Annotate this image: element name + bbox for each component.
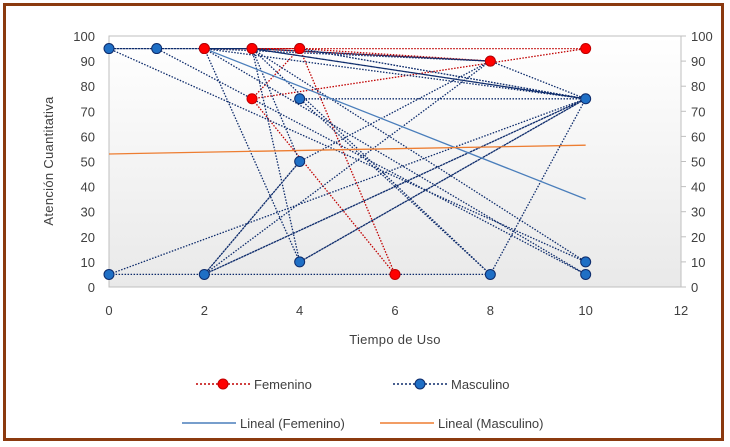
- y2-tick-label: 20: [691, 230, 705, 245]
- trendline-layer: [108, 47, 586, 200]
- y2-tick-label: 50: [691, 155, 705, 170]
- legend-label-lineal-femenino: Lineal (Femenino): [240, 416, 345, 431]
- y-tick-label: 0: [88, 280, 95, 295]
- data-point-masculino: [580, 268, 592, 280]
- data-point-masculino: [103, 268, 115, 280]
- y-tick-label: 90: [81, 54, 95, 69]
- data-point-femenino: [246, 43, 258, 55]
- y-tick-label: 20: [81, 230, 95, 245]
- data-point-masculino: [484, 268, 496, 280]
- legend-marker-masculino: [414, 378, 426, 390]
- data-point-femenino: [484, 55, 496, 67]
- legend-label-femenino: Femenino: [254, 377, 312, 392]
- marker-layer: [103, 43, 592, 280]
- legend-item-lineal-femenino[interactable]: Lineal (Femenino): [182, 416, 345, 431]
- x-tick-label: 6: [391, 303, 398, 318]
- data-point-masculino: [580, 93, 592, 105]
- data-point-femenino: [389, 268, 401, 280]
- y-tick-label: 60: [81, 129, 95, 144]
- legend-item-masculino[interactable]: Masculino: [393, 377, 510, 392]
- data-point-femenino: [580, 43, 592, 55]
- y-tick-label: 30: [81, 205, 95, 220]
- data-point-masculino: [294, 93, 306, 105]
- y-axis-title: Atención Cuantitativa: [41, 96, 56, 226]
- y-tick-label: 40: [81, 180, 95, 195]
- legend-item-lineal-masculino[interactable]: Lineal (Masculino): [380, 416, 544, 431]
- legend-marker-femenino: [217, 378, 229, 390]
- trendline-lineal-masculino: [108, 144, 586, 155]
- legend: Femenino Masculino Lineal (Femenino) Lin…: [182, 377, 544, 431]
- y2-tick-label: 60: [691, 129, 705, 144]
- y2-tick-label: 10: [691, 255, 705, 270]
- legend-label-masculino: Masculino: [451, 377, 510, 392]
- y2-tick-label: 30: [691, 205, 705, 220]
- y-tick-label: 50: [81, 155, 95, 170]
- data-point-masculino: [580, 256, 592, 268]
- y-tick-label: 10: [81, 255, 95, 270]
- y2-tick-label: 70: [691, 104, 705, 119]
- y2-tick-label: 100: [691, 29, 713, 44]
- y2-tick-label: 80: [691, 79, 705, 94]
- y2-tick-label: 90: [691, 54, 705, 69]
- data-point-femenino: [294, 43, 306, 55]
- y2-tick-label: 40: [691, 180, 705, 195]
- data-point-masculino: [294, 156, 306, 167]
- y-tick-label: 100: [73, 29, 95, 44]
- data-point-femenino: [246, 93, 258, 105]
- data-point-masculino: [151, 43, 163, 55]
- x-tick-label: 12: [674, 303, 688, 318]
- x-axis-title: Tiempo de Uso: [349, 332, 441, 347]
- y-tick-label: 80: [81, 79, 95, 94]
- legend-label-lineal-masculino: Lineal (Masculino): [438, 416, 544, 431]
- y-tick-label: 70: [81, 104, 95, 119]
- x-tick-label: 4: [296, 303, 303, 318]
- legend-item-femenino[interactable]: Femenino: [196, 377, 312, 392]
- data-point-masculino: [198, 268, 210, 280]
- data-point-femenino: [198, 43, 210, 55]
- trendline-lineal-femenino: [204, 47, 586, 200]
- x-tick-label: 8: [487, 303, 494, 318]
- data-point-masculino: [103, 43, 115, 55]
- x-tick-label: 10: [578, 303, 592, 318]
- data-point-masculino: [294, 256, 306, 268]
- y2-tick-label: 0: [691, 280, 698, 295]
- x-tick-label: 2: [201, 303, 208, 318]
- x-tick-label: 0: [105, 303, 112, 318]
